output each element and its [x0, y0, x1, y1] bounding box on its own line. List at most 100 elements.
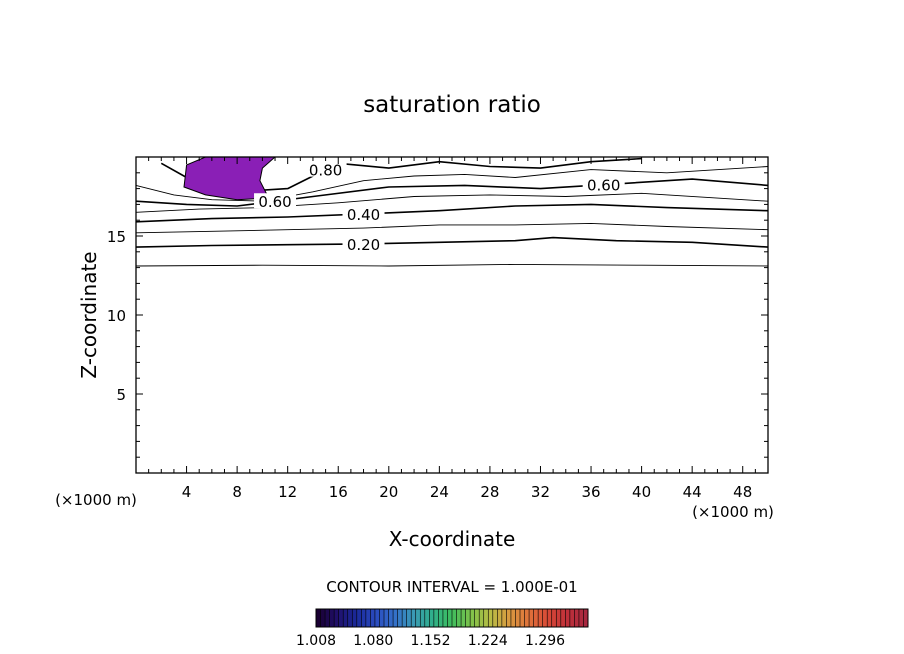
colorbar-cell [538, 609, 543, 627]
colorbar-cell [510, 609, 516, 627]
colorbar-cell [492, 609, 498, 627]
contour-label: 0.20 [347, 236, 380, 254]
colorbar-cell [456, 609, 462, 627]
colorbar-cell [384, 609, 389, 627]
colorbar-frame [315, 608, 589, 628]
x-tick-label: 12 [278, 483, 297, 501]
x-tick-label: 8 [232, 483, 242, 501]
colorbar-cell [365, 609, 371, 627]
contour-label: 0.80 [309, 162, 342, 180]
colorbar-tick-label: 1.152 [410, 633, 450, 649]
colorbar-cell [397, 609, 403, 627]
y-axis-label: Z-coordinate [77, 251, 101, 378]
colorbar-cell [569, 609, 575, 627]
colorbar-cell [361, 609, 367, 627]
colorbar-cell [556, 609, 562, 627]
colorbar-cell [465, 609, 471, 627]
colorbar-cell [388, 609, 394, 627]
colorbar-cell [320, 609, 326, 627]
colorbar-cell [393, 609, 398, 627]
x-unit-label-left: (×1000 m) [55, 491, 137, 509]
colorbar-cell [547, 609, 553, 627]
colorbar-tick-label: 1.296 [525, 633, 565, 649]
x-tick-label: 36 [581, 483, 600, 501]
colorbar-cell [542, 609, 548, 627]
colorbar-cell [402, 609, 407, 627]
y-tick-label: 15 [107, 228, 126, 246]
colorbar-cell [497, 609, 503, 627]
plot-frame [135, 156, 769, 474]
x-tick-label: 28 [480, 483, 499, 501]
x-tick-label: 48 [733, 483, 752, 501]
colorbar-cell [583, 609, 589, 627]
contour-labels: 0.20 0.40 0.60 0.80 0.60 [254, 161, 625, 254]
chart-title: saturation ratio [363, 92, 541, 118]
contour-line [135, 236, 769, 248]
colorbar-tick-label: 1.008 [296, 633, 336, 649]
colorbar-cell [420, 609, 426, 627]
colorbar-tick-label: 1.080 [353, 633, 393, 649]
colorbar-cell [433, 609, 439, 627]
colorbar-cell [352, 609, 358, 627]
colorbar-cell [452, 609, 457, 627]
contour-lines [135, 157, 769, 267]
x-tick-label: 4 [182, 483, 192, 501]
colorbar-cell [578, 609, 584, 627]
contour-label-bg [342, 235, 385, 251]
x-unit-label-right: (×1000 m) [692, 503, 774, 521]
colorbar-cell [429, 609, 435, 627]
contour-line [135, 178, 769, 207]
contour-line [135, 192, 769, 213]
colorbar-cell [529, 609, 534, 627]
colorbar-cell [379, 609, 385, 627]
contour-line [135, 203, 769, 223]
colorbar-cell [501, 609, 507, 627]
colorbar-cell [447, 609, 453, 627]
colorbar-cell [515, 609, 521, 627]
x-axis-label: X-coordinate [389, 527, 516, 551]
contour-label-bg [342, 205, 385, 221]
colorbar-cell [560, 609, 566, 627]
colorbar-tick-label: 1.224 [468, 633, 508, 649]
contour-line [135, 263, 769, 267]
colorbar-cell [479, 609, 485, 627]
colorbar-cell [442, 609, 448, 627]
colorbar-cell [334, 609, 339, 627]
x-tick-label: 16 [329, 483, 348, 501]
colorbar-cell [533, 609, 539, 627]
colorbar-cell [424, 609, 430, 627]
x-tick-label: 44 [683, 483, 702, 501]
colorbar-cell [406, 609, 412, 627]
colorbar: 1.008 1.080 1.152 1.224 1.296 [296, 608, 589, 649]
colorbar-cell [565, 609, 571, 627]
colorbar-cell [343, 609, 349, 627]
contour-label: 0.60 [258, 193, 291, 211]
x-tick-label: 24 [430, 483, 449, 501]
x-tick-label: 32 [531, 483, 550, 501]
colorbar-cell [411, 609, 417, 627]
contour-label-bg [304, 161, 347, 177]
colorbar-cell [374, 609, 380, 627]
colorbar-cell [483, 609, 489, 627]
colorbar-cell [574, 609, 580, 627]
colorbar-cell [506, 609, 512, 627]
contour-label: 0.60 [587, 177, 620, 195]
colorbar-cell [356, 609, 362, 627]
y-tick-label: 10 [107, 307, 126, 325]
contour-line [135, 166, 769, 202]
colorbar-cell [551, 609, 557, 627]
contour-interval-text: CONTOUR INTERVAL = 1.000E-01 [326, 578, 577, 596]
contour-label-bg [254, 193, 297, 209]
colorbar-cell [470, 609, 475, 627]
colorbar-cell [329, 609, 335, 627]
colorbar-cell [524, 609, 530, 627]
colorbar-cell [520, 609, 525, 627]
contour-label-bg [582, 176, 625, 192]
contour-label: 0.40 [347, 206, 380, 224]
colorbar-cell [325, 609, 330, 627]
colorbar-cell [316, 609, 321, 627]
colorbar-cell [338, 609, 344, 627]
colorbar-cell [438, 609, 444, 627]
